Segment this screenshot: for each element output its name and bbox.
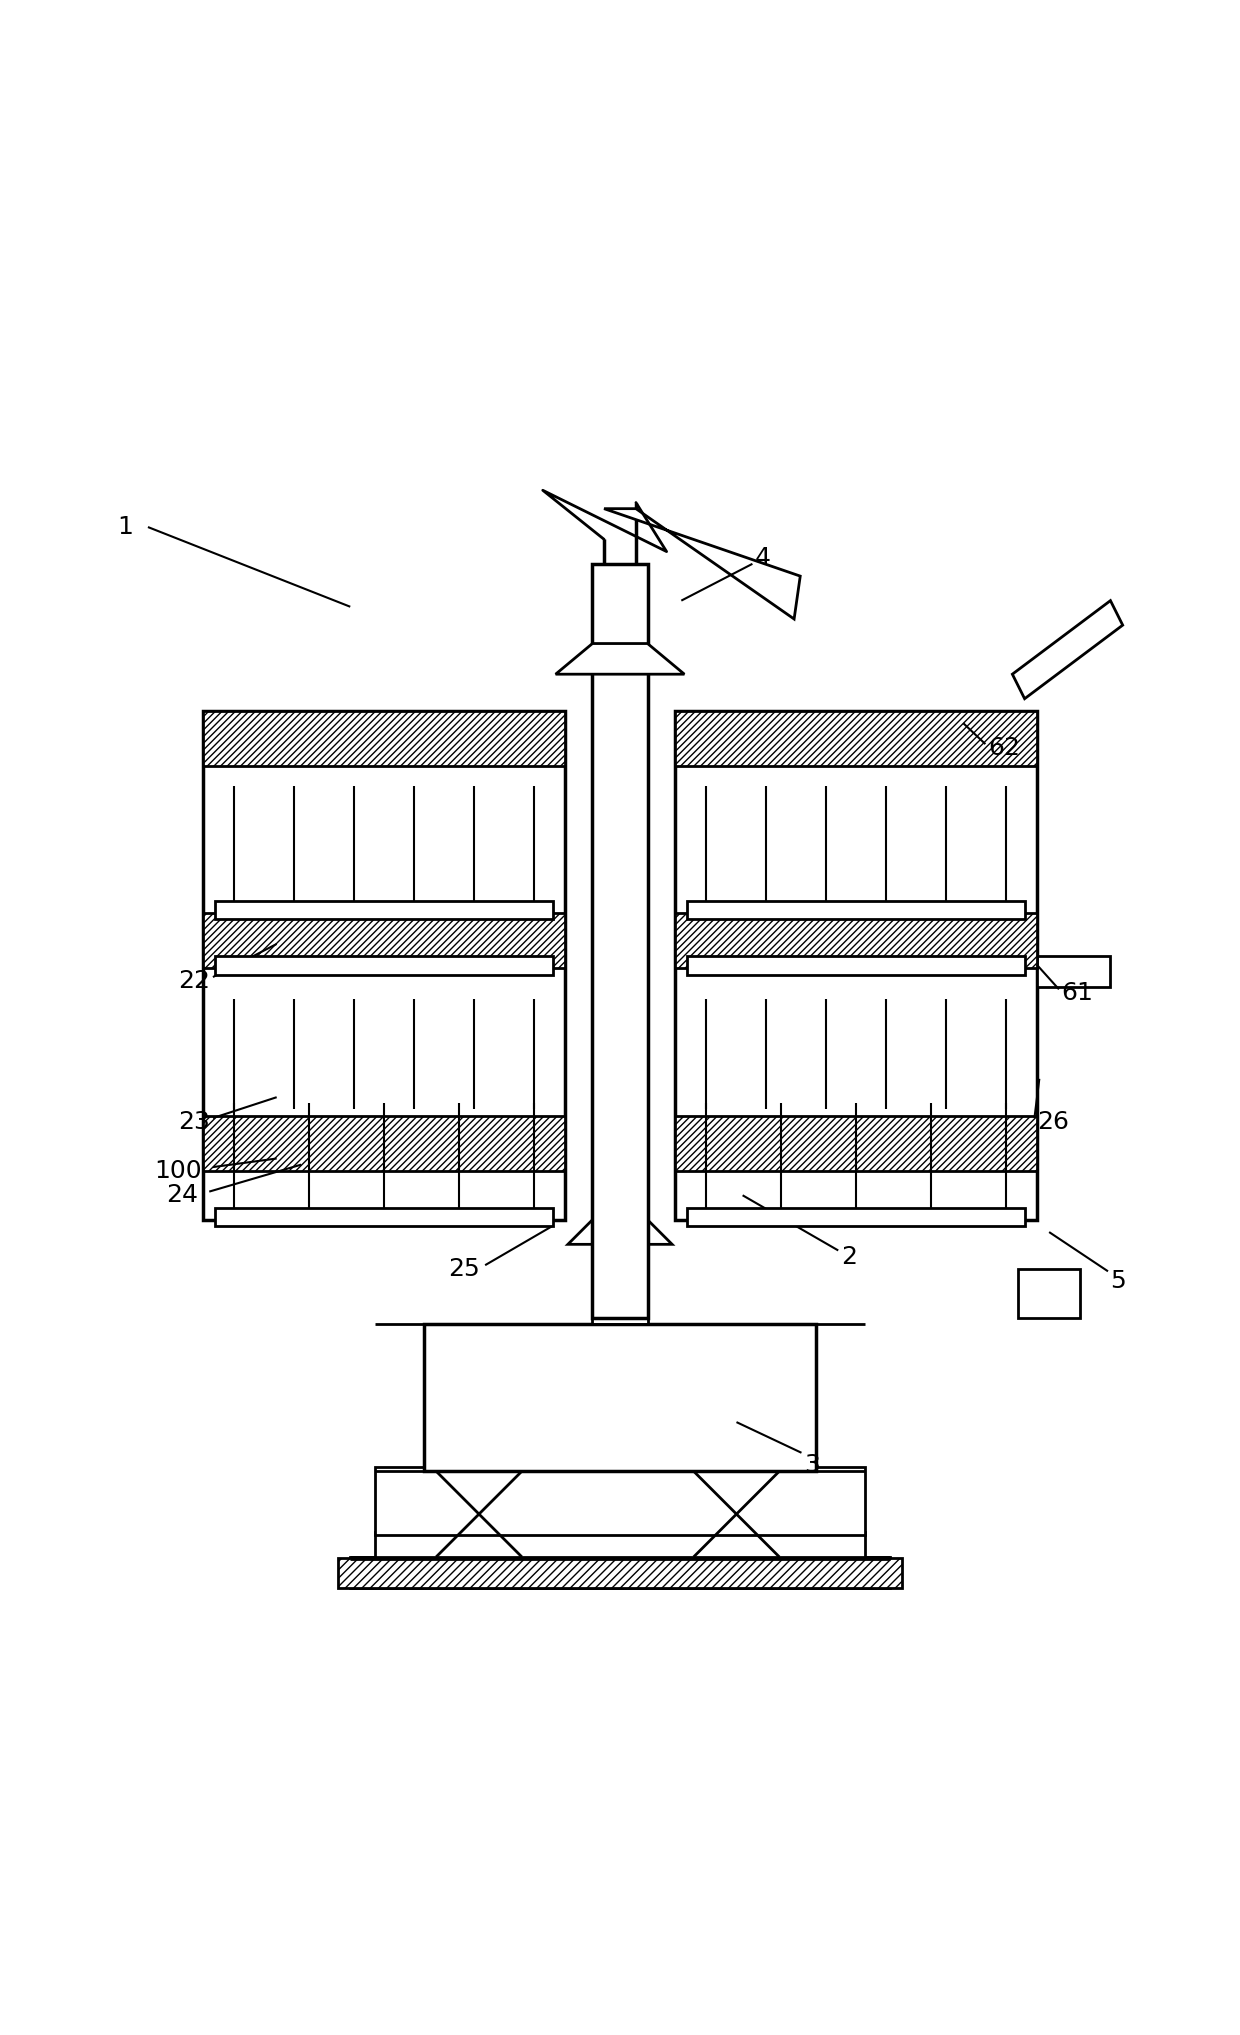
Text: 3: 3 xyxy=(804,1453,820,1477)
Bar xyxy=(593,1231,647,1325)
Bar xyxy=(604,643,636,686)
Bar xyxy=(374,1467,866,1534)
Bar xyxy=(203,914,565,969)
Text: 2: 2 xyxy=(841,1245,857,1268)
Text: 61: 61 xyxy=(1061,981,1094,1005)
Text: 22: 22 xyxy=(179,969,211,993)
Polygon shape xyxy=(604,509,800,619)
Text: 24: 24 xyxy=(166,1182,198,1207)
Bar xyxy=(687,1207,1024,1225)
Bar xyxy=(687,956,1024,975)
Text: 25: 25 xyxy=(449,1258,480,1280)
Text: 1: 1 xyxy=(118,515,133,539)
Polygon shape xyxy=(556,643,684,674)
Bar xyxy=(216,1207,553,1225)
Bar xyxy=(593,564,647,1319)
Bar xyxy=(1037,956,1111,987)
Bar xyxy=(339,1559,901,1587)
Bar xyxy=(216,902,553,920)
Text: 100: 100 xyxy=(154,1158,202,1182)
Bar xyxy=(675,710,1037,1219)
Bar xyxy=(675,1115,1037,1170)
Bar xyxy=(203,710,565,765)
Bar xyxy=(203,1115,565,1170)
Text: 5: 5 xyxy=(1111,1270,1126,1292)
Bar xyxy=(350,1557,890,1587)
Polygon shape xyxy=(568,1219,672,1243)
Bar xyxy=(675,914,1037,969)
Bar xyxy=(424,1325,816,1471)
Bar xyxy=(216,956,553,975)
Bar xyxy=(675,710,1037,765)
Polygon shape xyxy=(1012,600,1122,698)
Bar xyxy=(374,1532,866,1559)
Bar xyxy=(1018,1270,1080,1319)
Text: 26: 26 xyxy=(1037,1109,1069,1133)
Bar xyxy=(203,710,565,1219)
Text: 23: 23 xyxy=(179,1109,211,1133)
Text: 62: 62 xyxy=(988,737,1019,759)
Bar xyxy=(687,902,1024,920)
Text: 4: 4 xyxy=(755,545,771,570)
